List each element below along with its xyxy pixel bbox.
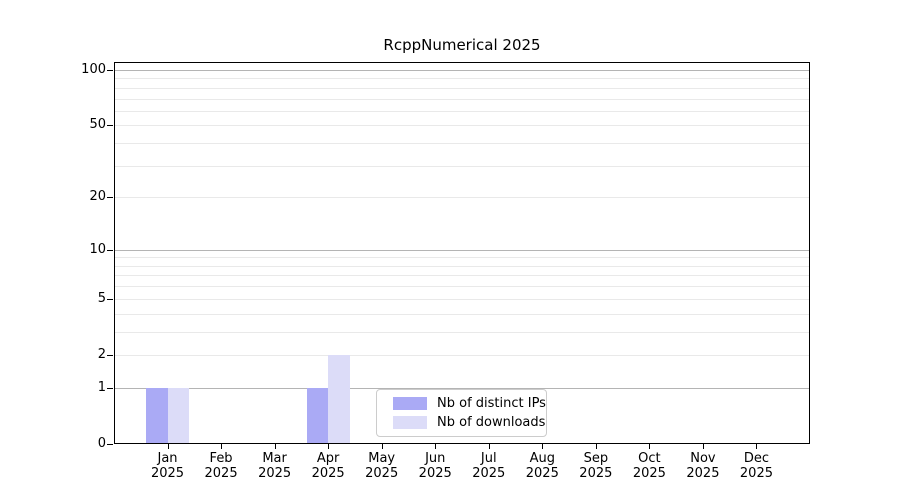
gridline-minor: [114, 98, 810, 100]
gridline-minor: [114, 165, 810, 167]
gridline-minor: [114, 197, 810, 199]
x-tick-mark: [542, 444, 544, 449]
bar-downloads-apr: [328, 354, 350, 444]
legend-swatch-distinct-ips-icon: [393, 397, 427, 410]
y-tick-mark: [107, 197, 113, 199]
x-tick-label: Jan 2025: [150, 451, 185, 481]
x-tick-mark: [435, 444, 437, 449]
x-tick-label: Jun 2025: [418, 451, 452, 481]
y-tick-mark: [107, 70, 113, 71]
y-tick-label: 10: [89, 241, 106, 257]
y-tick-mark: [107, 298, 113, 300]
x-tick-mark: [702, 444, 704, 449]
x-tick-label: Feb 2025: [204, 451, 238, 481]
x-tick-mark: [649, 444, 651, 449]
x-tick-label: May 2025: [365, 451, 399, 481]
plot-area: [114, 62, 810, 444]
gridline-minor: [114, 125, 810, 127]
gridline-minor: [114, 257, 810, 259]
y-tick-label: 50: [89, 117, 106, 133]
gridline-minor: [114, 265, 810, 267]
x-tick-mark: [221, 444, 223, 449]
gridline-major: [114, 70, 810, 71]
y-tick-mark: [107, 125, 113, 127]
legend-item-distinct-ips: Nb of distinct IPs: [393, 396, 546, 412]
y-tick-mark: [107, 387, 113, 389]
legend-swatch-downloads-icon: [393, 416, 427, 429]
x-tick-label: Mar 2025: [258, 451, 292, 481]
y-tick-mark: [107, 249, 113, 251]
legend-label-distinct-ips: Nb of distinct IPs: [437, 396, 546, 411]
y-tick-label: 5: [97, 290, 106, 306]
gridline-minor: [114, 298, 810, 300]
gridline-minor: [114, 78, 810, 80]
legend-item-downloads: Nb of downloads: [393, 415, 546, 431]
y-tick-label: 20: [89, 189, 106, 205]
x-tick-mark: [274, 444, 276, 449]
y-tick-label: 0: [97, 436, 106, 451]
bar-distinct-ips-apr: [306, 387, 329, 444]
gridline-minor: [114, 354, 810, 356]
legend: Nb of distinct IPs Nb of downloads: [376, 389, 547, 437]
gridline-minor: [114, 110, 810, 112]
bar-downloads-jan: [167, 387, 189, 444]
gridline-major: [114, 249, 810, 251]
x-tick-label: Apr 2025: [311, 451, 345, 481]
x-tick-label: Dec 2025: [739, 451, 773, 481]
x-tick-label: Aug 2025: [525, 451, 559, 481]
x-tick-mark: [381, 444, 383, 449]
x-tick-mark: [328, 444, 330, 449]
gridline-minor: [114, 275, 810, 277]
x-tick-mark: [488, 444, 490, 449]
x-tick-mark: [756, 444, 758, 449]
gridline-minor: [114, 331, 810, 333]
bar-distinct-ips-jan: [146, 387, 168, 444]
x-tick-mark: [167, 444, 169, 449]
gridline-minor: [114, 87, 810, 89]
y-tick-label: 100: [81, 62, 106, 77]
x-tick-label: Jul 2025: [472, 451, 506, 481]
x-tick-mark: [595, 444, 597, 449]
chart-title: RcppNumerical 2025: [383, 36, 541, 54]
gridline-minor: [114, 143, 810, 145]
y-tick-label: 1: [97, 379, 106, 395]
x-tick-label: Nov 2025: [686, 451, 720, 481]
gridline-minor: [114, 313, 810, 315]
gridline-major: [114, 387, 810, 389]
y-tick-label: 2: [97, 346, 106, 362]
x-tick-label: Oct 2025: [632, 451, 666, 481]
y-tick-mark: [107, 354, 113, 356]
gridline-minor: [114, 286, 810, 288]
y-tick-mark: [107, 444, 113, 445]
x-tick-label: Sep 2025: [579, 451, 613, 481]
legend-label-downloads: Nb of downloads: [437, 415, 546, 430]
